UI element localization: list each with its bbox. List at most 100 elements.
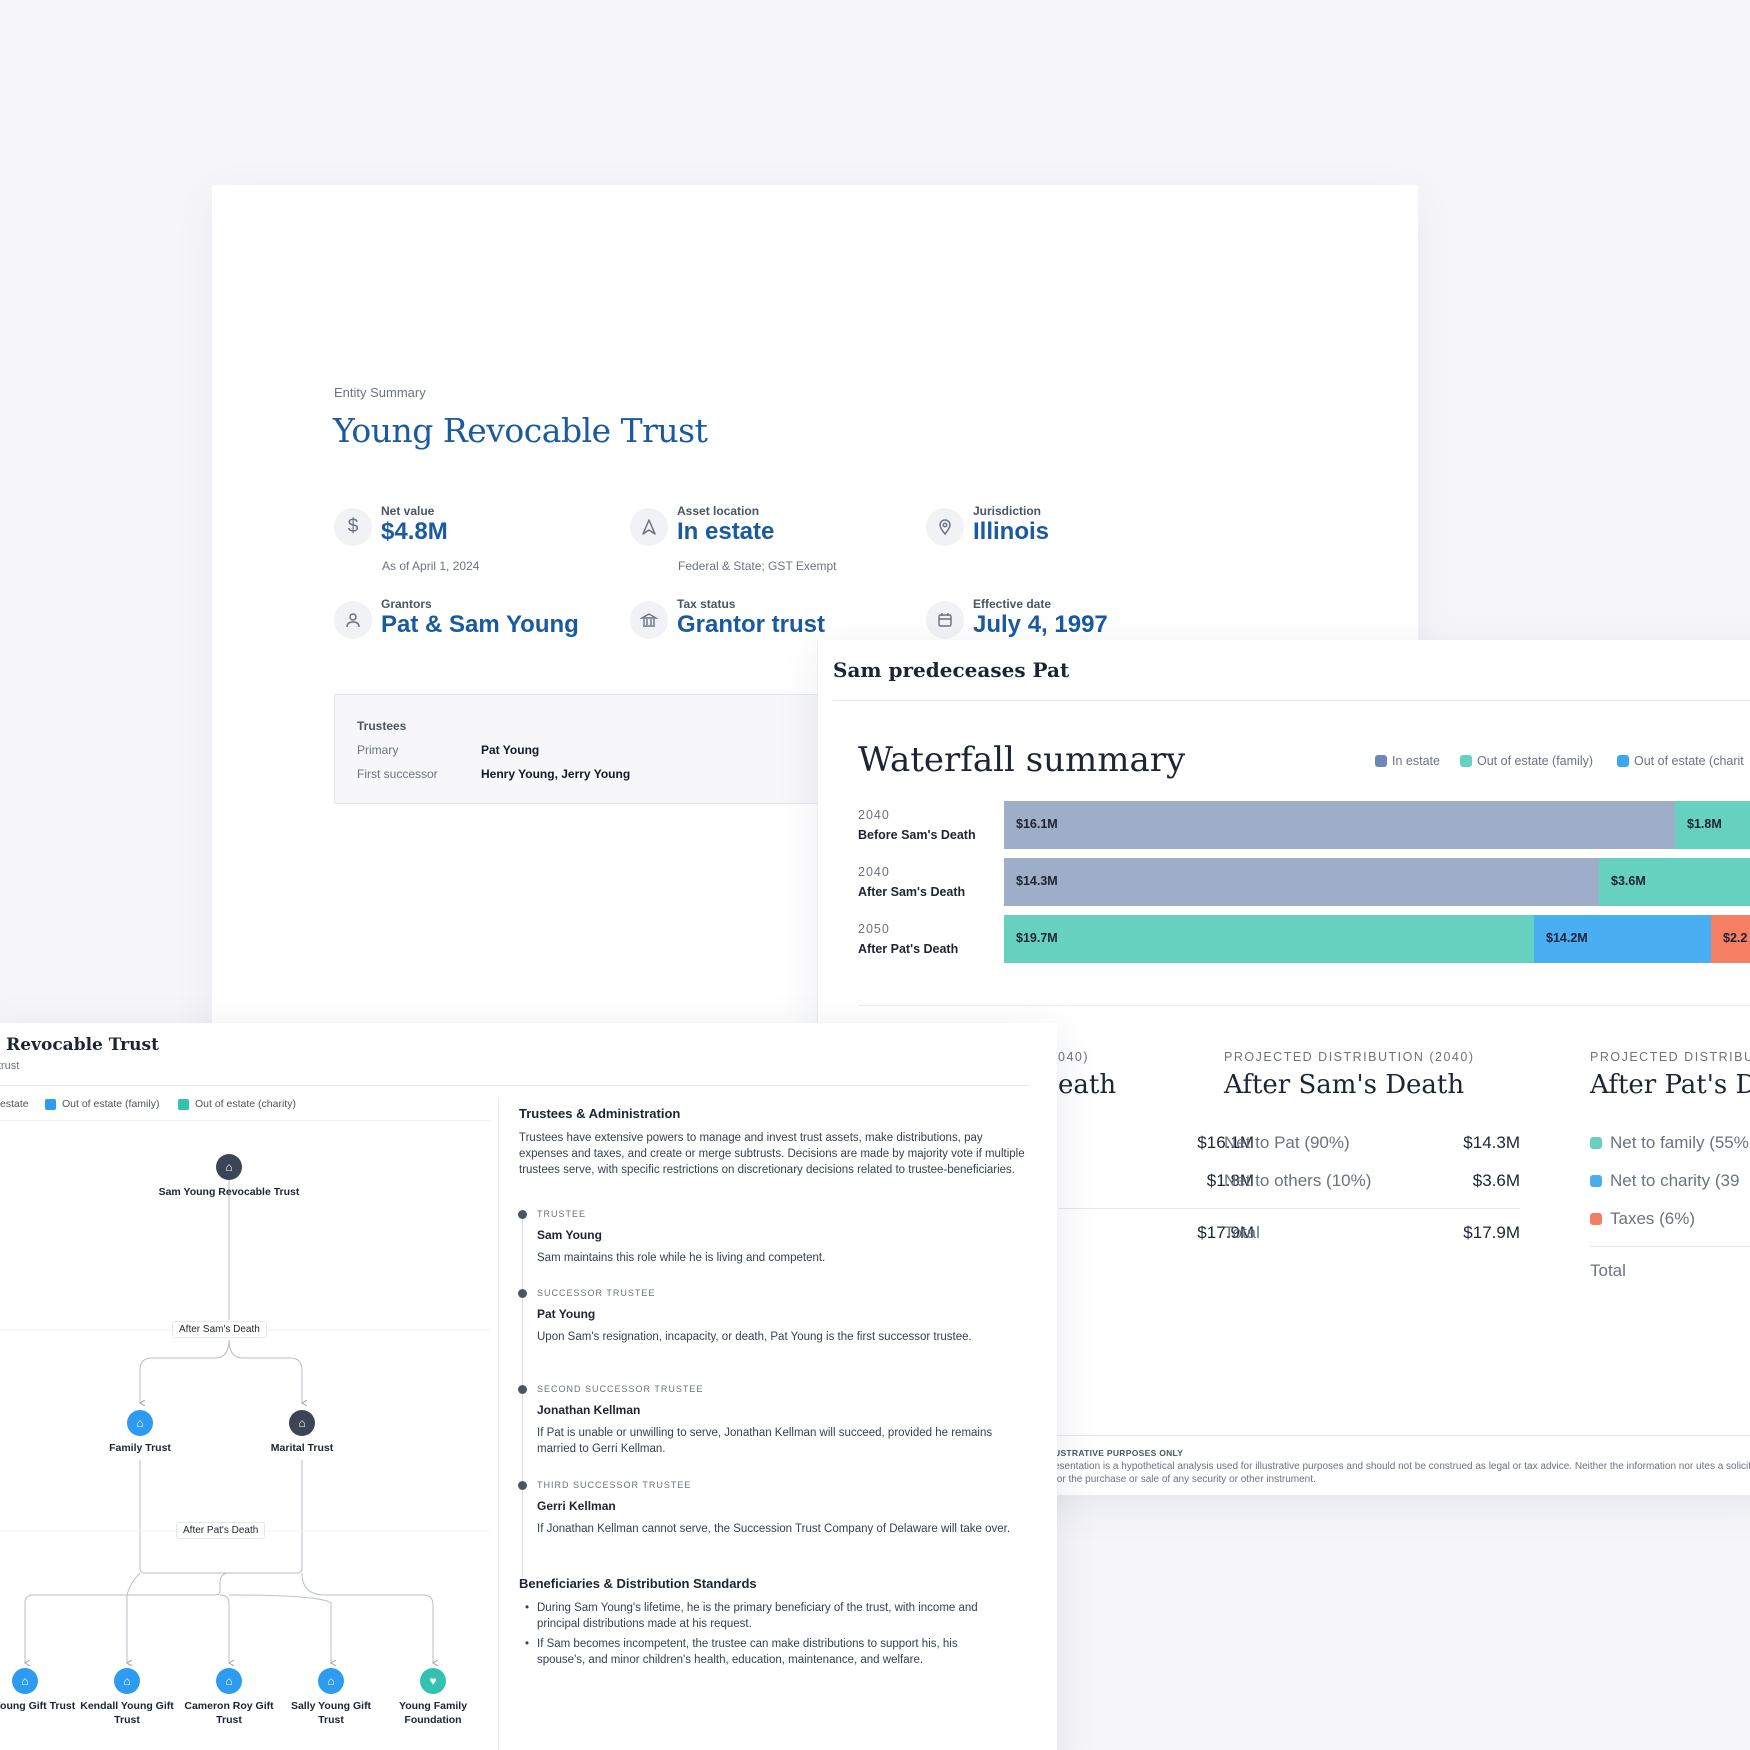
divider — [1590, 1246, 1750, 1247]
home-icon[interactable]: ⌂ — [12, 1668, 38, 1694]
diagram-title: ng Revocable Trust — [0, 1035, 159, 1055]
section-heading: Beneficiaries & Distribution Standards — [519, 1576, 757, 1591]
distribution-value: $14.3M — [1463, 1133, 1520, 1152]
bar-segment-in-estate: $14.3M — [1004, 858, 1599, 906]
legend-swatch — [178, 1098, 189, 1110]
timeline-dot — [518, 1385, 527, 1394]
divider — [833, 700, 1750, 701]
stat-label: Jurisdiction — [973, 504, 1042, 518]
distribution-value: $3.6M — [1472, 1171, 1520, 1190]
list-item: If Sam becomes incompetent, the trustee … — [525, 1636, 1005, 1668]
node-label: ger Young Gift Trust — [0, 1700, 76, 1712]
trust-diagram-card: ng Revocable Trust able trust estate Out… — [0, 1023, 1057, 1750]
row-label: After Sam's Death — [858, 885, 966, 899]
stat-label: Net value — [381, 504, 435, 518]
legend-swatch — [1375, 755, 1387, 767]
trustee-name: Pat Young — [481, 743, 540, 757]
event-pill: After Sam's Death — [172, 1321, 267, 1338]
divider — [1224, 1208, 1520, 1209]
column-eyebrow: 040) — [1058, 1050, 1090, 1064]
legend-swatch — [1590, 1213, 1602, 1225]
bar-value-label: $1.8M — [1687, 817, 1722, 831]
stat-sub: As of April 1, 2024 — [382, 559, 480, 573]
divider — [1054, 1435, 1750, 1436]
column-eyebrow: PROJECTED DISTRIBUTI — [1590, 1050, 1750, 1064]
legend-item-charity: Out of estate (charity) — [178, 1098, 296, 1110]
person-icon — [334, 601, 372, 639]
trustee-name: Henry Young, Jerry Young — [481, 767, 631, 781]
stat-value: Illinois — [973, 518, 1050, 545]
charity-hand-icon[interactable]: ♥ — [420, 1668, 446, 1694]
legend-label: Out of estate (family) — [62, 1098, 160, 1110]
list-item: During Sam Young's lifetime, he is the p… — [525, 1600, 1005, 1632]
bar-value-label: $2.2 — [1723, 931, 1748, 945]
distribution-value: $1.8M — [1206, 1171, 1254, 1190]
diagram-subtitle: able trust — [0, 1060, 20, 1072]
disclaimer-text: esentation is a hypothetical analysis us… — [1054, 1461, 1750, 1485]
trustee-role: Primary — [357, 743, 399, 757]
divider — [0, 1120, 490, 1121]
home-icon[interactable]: ⌂ — [318, 1668, 344, 1694]
navigation-arrow-icon — [630, 508, 668, 546]
timeline-name: Pat Young — [537, 1307, 596, 1321]
distribution-label: Net to others (10%) — [1224, 1171, 1372, 1190]
waterfall-title: Waterfall summary — [858, 740, 1186, 780]
timeline-kind: TRUSTEE — [537, 1209, 587, 1219]
map-pin-icon — [926, 508, 964, 546]
stat-net-value: $ Net value $4.8M As of April 1, 2024 — [334, 504, 624, 584]
stat-value: Grantor trust — [677, 611, 826, 638]
stat-effective-date: Effective date July 4, 1997 — [926, 597, 1216, 677]
bar-value-label: $14.3M — [1016, 874, 1058, 888]
distribution-label: Net to charity (39 — [1590, 1171, 1739, 1191]
legend-item-family: Out of estate (family) — [45, 1098, 159, 1110]
home-icon[interactable]: ⌂ — [216, 1668, 242, 1694]
distribution-total-label: Total — [1224, 1223, 1260, 1242]
timeline-dot — [518, 1481, 527, 1490]
bar-segment-family: $19.7M — [1004, 915, 1534, 963]
stat-value: In estate — [677, 518, 775, 545]
legend-swatch — [1617, 755, 1629, 767]
row-label: After Pat's Death — [858, 942, 959, 956]
bar-value-label: $3.6M — [1611, 874, 1646, 888]
home-icon[interactable]: ⌂ — [216, 1154, 242, 1180]
stat-label: Effective date — [973, 597, 1052, 611]
stat-value: Pat & Sam Young — [381, 611, 579, 638]
distribution-total-value: $17.9M — [1463, 1223, 1520, 1242]
entity-summary-eyebrow: Entity Summary — [334, 385, 426, 400]
timeline-dot — [518, 1289, 527, 1298]
legend-swatch — [1590, 1137, 1602, 1149]
distribution-value: $16.1M — [1197, 1133, 1254, 1152]
distribution-total-value: $17.9M — [1197, 1223, 1254, 1242]
timeline-desc: If Jonathan Kellman cannot serve, the Su… — [537, 1523, 1011, 1535]
legend-label: Out of estate (family) — [1477, 754, 1594, 768]
timeline-kind: THIRD SUCCESSOR TRUSTEE — [537, 1480, 692, 1490]
stat-sub: Federal & State; GST Exempt — [678, 559, 837, 573]
legend-item-charity: Out of estate (charit — [1617, 754, 1744, 768]
divider — [1058, 1208, 1254, 1209]
legend-item-estate: estate — [0, 1098, 29, 1110]
stat-asset-location: Asset location In estate Federal & State… — [630, 504, 920, 584]
node-label: Marital Trust — [270, 1442, 334, 1454]
entity-summary-card: Entity Summary Young Revocable Trust $ N… — [212, 185, 1418, 1085]
trustees-heading: Trustees — [357, 719, 407, 733]
stat-label: Asset location — [677, 504, 760, 518]
bank-icon — [630, 601, 668, 639]
event-pill: After Pat's Death — [176, 1522, 266, 1539]
section-paragraph: Trustees have extensive powers to manage… — [519, 1132, 1025, 1176]
home-icon[interactable]: ⌂ — [127, 1410, 153, 1436]
legend-item-family: Out of estate (family) — [1460, 754, 1593, 768]
column-eyebrow: PROJECTED DISTRIBUTION (2040) — [1224, 1050, 1475, 1064]
timeline-desc: If Pat is unable or unwilling to serve, … — [537, 1427, 993, 1455]
home-icon[interactable]: ⌂ — [289, 1410, 315, 1436]
node-label: Kendall Young Gift Trust — [80, 1700, 174, 1726]
distribution-label: Taxes (6%) — [1590, 1209, 1695, 1229]
timeline-dot — [518, 1210, 527, 1219]
node-label: Cameron Roy Gift Trust — [184, 1700, 274, 1726]
bar-segment-taxes: $2.2 — [1711, 915, 1750, 963]
home-icon[interactable]: ⌂ — [114, 1668, 140, 1694]
row-label: Before Sam's Death — [858, 828, 976, 842]
timeline-kind: SUCCESSOR TRUSTEE — [537, 1288, 656, 1298]
divider — [0, 1085, 1029, 1086]
legend-swatch — [45, 1098, 56, 1110]
bar-value-label: $16.1M — [1016, 817, 1058, 831]
